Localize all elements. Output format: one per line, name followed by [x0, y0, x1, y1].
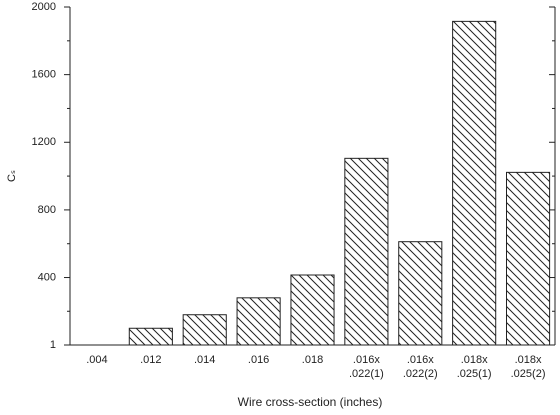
x-tick-label: .016x .022(1) [349, 354, 384, 380]
x-tick-label: .012 [140, 354, 161, 366]
bar [128, 327, 173, 346]
y-tick-label: 1 [50, 339, 56, 351]
bar [290, 274, 335, 346]
y-tick-label: 400 [38, 271, 56, 283]
x-tick-label: .016 [248, 354, 269, 366]
x-tick-label: .018 [302, 354, 323, 366]
bar [452, 20, 497, 346]
y-tick-label: 1200 [32, 136, 56, 148]
x-tick-label: .018x .025(2) [511, 354, 546, 380]
x-tick-label: .016x .022(2) [403, 354, 438, 380]
bar [344, 157, 389, 346]
x-tick-label: .018x .025(1) [457, 354, 492, 380]
bar [398, 241, 443, 346]
y-axis-label: Cₛ [6, 170, 18, 182]
y-tick-label: 800 [38, 204, 56, 216]
bar [506, 171, 551, 346]
bar [182, 314, 227, 346]
x-tick-label: .014 [194, 354, 215, 366]
x-tick-label: .004 [86, 354, 107, 366]
y-tick-label: 2000 [32, 1, 56, 13]
bar [236, 297, 281, 346]
y-tick-label: 1600 [32, 69, 56, 81]
x-axis-label: Wire cross-section (inches) [238, 395, 383, 409]
